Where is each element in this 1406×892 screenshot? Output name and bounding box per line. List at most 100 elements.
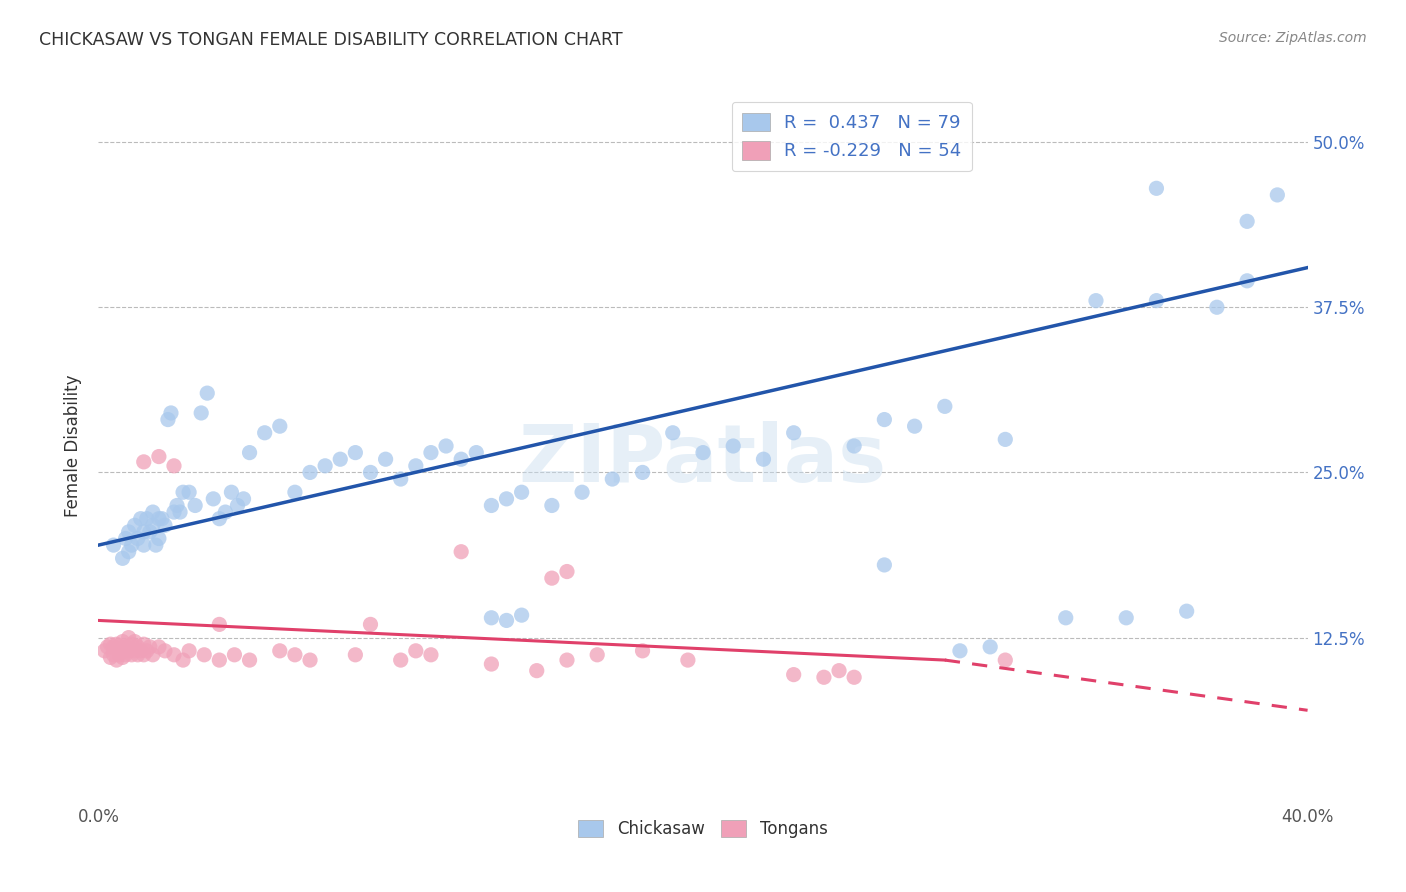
Point	[179, 644, 201, 658]
Point	[1144, 293, 1167, 308]
Point	[481, 499, 503, 513]
Point	[676, 653, 699, 667]
Point	[631, 466, 654, 480]
Point	[420, 445, 443, 459]
Point	[450, 452, 472, 467]
Point	[169, 505, 191, 519]
Point	[495, 491, 517, 506]
Point	[202, 491, 225, 506]
Point	[450, 545, 472, 559]
Point	[284, 648, 307, 662]
Point	[156, 412, 179, 426]
Point	[873, 558, 896, 572]
Point	[269, 644, 291, 658]
Point	[184, 499, 207, 513]
Point	[111, 644, 134, 658]
Point	[979, 640, 1001, 654]
Text: ZIPatlas: ZIPatlas	[519, 421, 887, 500]
Point	[284, 485, 307, 500]
Point	[103, 538, 125, 552]
Point	[813, 670, 835, 684]
Point	[142, 648, 165, 662]
Point	[127, 640, 149, 654]
Point	[481, 657, 503, 671]
Point	[179, 485, 201, 500]
Point	[105, 653, 128, 667]
Point	[163, 458, 186, 473]
Point	[135, 644, 157, 658]
Point	[269, 419, 291, 434]
Text: CHICKASAW VS TONGAN FEMALE DISABILITY CORRELATION CHART: CHICKASAW VS TONGAN FEMALE DISABILITY CO…	[39, 31, 623, 49]
Point	[172, 485, 194, 500]
Point	[299, 466, 322, 480]
Point	[132, 538, 155, 552]
Point	[434, 439, 457, 453]
Point	[253, 425, 276, 440]
Point	[139, 524, 162, 539]
Point	[208, 617, 231, 632]
Point	[224, 648, 246, 662]
Point	[1206, 300, 1229, 314]
Point	[661, 425, 683, 440]
Point	[148, 511, 170, 525]
Point	[135, 511, 157, 525]
Point	[190, 406, 212, 420]
Point	[124, 518, 146, 533]
Point	[555, 565, 578, 579]
Point	[540, 499, 562, 513]
Point	[118, 524, 141, 539]
Point	[163, 648, 186, 662]
Point	[226, 499, 249, 513]
Point	[1236, 214, 1258, 228]
Point	[214, 505, 236, 519]
Point	[127, 532, 149, 546]
Point	[571, 485, 593, 500]
Point	[103, 640, 125, 654]
Point	[828, 664, 851, 678]
Point	[93, 644, 115, 658]
Point	[904, 419, 927, 434]
Point	[132, 637, 155, 651]
Point	[114, 532, 136, 546]
Point	[420, 648, 443, 662]
Point	[121, 637, 143, 651]
Point	[405, 458, 427, 473]
Point	[148, 640, 170, 654]
Point	[510, 608, 533, 623]
Point	[111, 650, 134, 665]
Point	[221, 485, 243, 500]
Point	[631, 644, 654, 658]
Point	[329, 452, 352, 467]
Point	[111, 551, 134, 566]
Point	[540, 571, 562, 585]
Point	[934, 400, 956, 414]
Point	[1267, 188, 1289, 202]
Point	[114, 640, 136, 654]
Point	[465, 445, 488, 459]
Point	[314, 458, 336, 473]
Point	[132, 524, 155, 539]
Point	[873, 412, 896, 426]
Point	[129, 644, 152, 658]
Point	[148, 532, 170, 546]
Point	[692, 445, 714, 459]
Point	[405, 644, 427, 658]
Point	[193, 648, 215, 662]
Point	[344, 648, 367, 662]
Point	[160, 406, 183, 420]
Point	[994, 653, 1017, 667]
Point	[844, 439, 866, 453]
Point	[148, 450, 170, 464]
Point	[142, 518, 165, 533]
Point	[127, 648, 149, 662]
Point	[142, 505, 165, 519]
Legend: Chickasaw, Tongans: Chickasaw, Tongans	[572, 813, 834, 845]
Point	[723, 439, 745, 453]
Point	[239, 653, 262, 667]
Point	[949, 644, 972, 658]
Point	[994, 433, 1017, 447]
Point	[208, 511, 231, 525]
Point	[118, 545, 141, 559]
Point	[1175, 604, 1198, 618]
Point	[121, 648, 143, 662]
